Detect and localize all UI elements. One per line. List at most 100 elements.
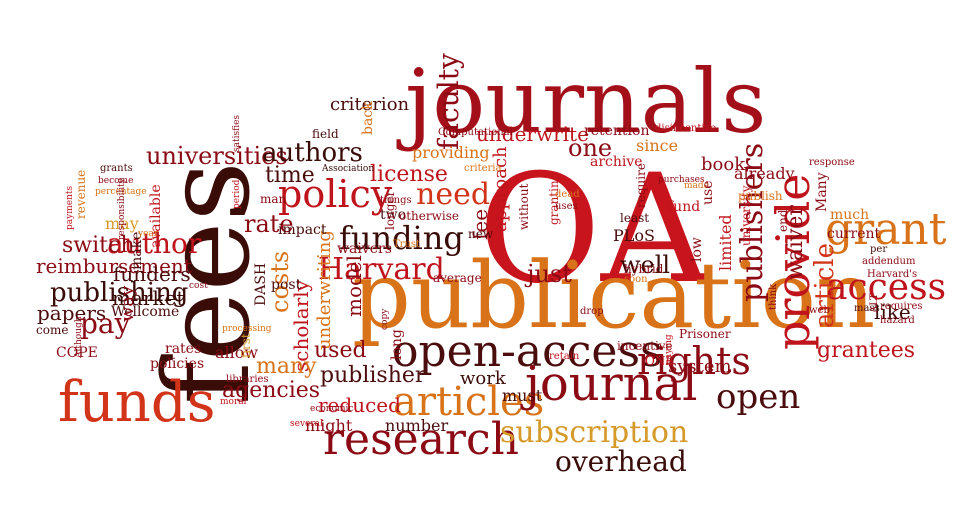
word-computational: Computational bbox=[438, 127, 513, 138]
word-soon: soon bbox=[624, 274, 648, 285]
word-one: ONE bbox=[645, 354, 675, 368]
word-used: used bbox=[314, 338, 367, 363]
word-several: several bbox=[290, 419, 323, 429]
word-things: things bbox=[380, 195, 412, 206]
word-web: web bbox=[809, 305, 830, 316]
word-license: license bbox=[370, 162, 448, 187]
word-man: man bbox=[260, 192, 287, 206]
word-paying: paying bbox=[664, 334, 674, 365]
word-criteria: criteria bbox=[464, 163, 502, 174]
word-criterion: criterion bbox=[330, 94, 410, 115]
word-work: work bbox=[460, 368, 506, 389]
word-although: Although bbox=[74, 316, 84, 358]
word-field: field bbox=[312, 127, 339, 141]
word-become: become bbox=[98, 176, 134, 186]
word-underwrite: underwrite bbox=[476, 122, 589, 146]
word-universities: universities bbox=[146, 142, 288, 170]
word-response: response bbox=[809, 157, 855, 168]
word-journals: journals bbox=[405, 50, 767, 153]
word-papers: papers bbox=[37, 301, 107, 325]
word-must: must bbox=[502, 386, 543, 405]
word-incentive: incentive bbox=[617, 339, 673, 353]
word-moral: moral bbox=[220, 397, 247, 407]
word-agencies: agencies bbox=[222, 378, 321, 403]
word-processing: processing bbox=[222, 324, 272, 334]
word-since: since bbox=[636, 136, 679, 155]
word-grant: grant bbox=[825, 204, 947, 255]
word-addendum: addendum bbox=[862, 256, 916, 267]
word-already: already bbox=[734, 164, 795, 183]
word-first: first bbox=[239, 333, 253, 358]
word-way: way bbox=[117, 285, 138, 322]
word-year: year bbox=[138, 229, 159, 239]
word-might: might bbox=[305, 416, 353, 435]
word-dash: DASH bbox=[253, 262, 269, 306]
word-requires: requires bbox=[880, 301, 923, 312]
word-think: think bbox=[768, 283, 779, 310]
word-without: without bbox=[517, 183, 531, 230]
word-funding: funding bbox=[339, 219, 464, 257]
word-overhead: overhead bbox=[555, 445, 687, 478]
word-uses: uses bbox=[555, 201, 578, 212]
word-end: end bbox=[776, 209, 790, 232]
word-come: come bbox=[36, 323, 69, 337]
word-retain: retain bbox=[549, 351, 580, 362]
word-two: two bbox=[380, 207, 407, 223]
word-rates: rates bbox=[165, 341, 202, 357]
word-use: use bbox=[700, 180, 716, 206]
word-policy: policy bbox=[278, 172, 393, 216]
word-time: time bbox=[265, 163, 315, 188]
word-open: open bbox=[716, 377, 801, 417]
word-new: new bbox=[468, 227, 494, 241]
word-plos: PLoS bbox=[613, 226, 655, 245]
word-author: author bbox=[107, 227, 202, 260]
word-percentage: percentage bbox=[95, 187, 147, 197]
word-wellcome: Wellcome bbox=[111, 304, 180, 320]
word-harvard: Harvard bbox=[318, 252, 445, 287]
word-publish: publish bbox=[738, 189, 783, 203]
word-underwriting: underwriting bbox=[314, 230, 335, 350]
word-need: need bbox=[416, 177, 491, 212]
word-approach: approach bbox=[490, 146, 511, 232]
word-dead: dead bbox=[555, 189, 580, 200]
word-reduced: reduced bbox=[318, 393, 401, 417]
word-cost: cost bbox=[189, 281, 208, 291]
word-market: market bbox=[112, 286, 185, 310]
word-open-access: open-access bbox=[392, 326, 663, 377]
word-many: Many bbox=[814, 172, 830, 212]
word-many: many bbox=[256, 354, 317, 379]
word-mass: mass bbox=[854, 303, 880, 314]
word-hybrid: hybrid bbox=[624, 262, 664, 276]
word-publisher: publisher bbox=[320, 363, 426, 388]
word-publication: publication bbox=[352, 242, 876, 349]
word-grantees: grantees bbox=[817, 338, 916, 363]
word-purchases: purchases bbox=[658, 175, 705, 185]
word-impact: impact bbox=[278, 222, 327, 238]
word-journal: journal bbox=[525, 356, 698, 412]
word-providing: providing bbox=[412, 143, 490, 162]
word-rate: rate bbox=[244, 210, 294, 238]
word-model: model bbox=[342, 254, 366, 317]
word-allow: allow bbox=[215, 343, 259, 362]
word-research: research bbox=[323, 414, 519, 465]
word-reimbursement: reimbursement bbox=[36, 254, 192, 278]
word-switch: switch bbox=[62, 233, 135, 258]
word-alt: ALT bbox=[869, 293, 880, 313]
word-association: Association bbox=[322, 164, 375, 174]
word-require: require bbox=[634, 163, 648, 208]
word-grants: grants bbox=[100, 163, 133, 174]
word-authors: authors bbox=[262, 138, 363, 168]
word-libraries: libraries bbox=[226, 374, 269, 385]
word-subscription: subscription bbox=[500, 415, 689, 450]
word-publishing: publishing bbox=[50, 278, 189, 308]
word-oa: OA bbox=[478, 143, 710, 317]
word-waivers: waivers bbox=[337, 241, 392, 257]
word-made: made bbox=[684, 181, 709, 191]
word-low: low bbox=[689, 237, 705, 262]
word-satisfies: satisfies bbox=[232, 114, 242, 152]
word-one: one bbox=[568, 134, 613, 162]
word-trust: Trust bbox=[393, 239, 421, 250]
word-funders: funders bbox=[113, 262, 191, 286]
word-period: period bbox=[232, 179, 242, 209]
